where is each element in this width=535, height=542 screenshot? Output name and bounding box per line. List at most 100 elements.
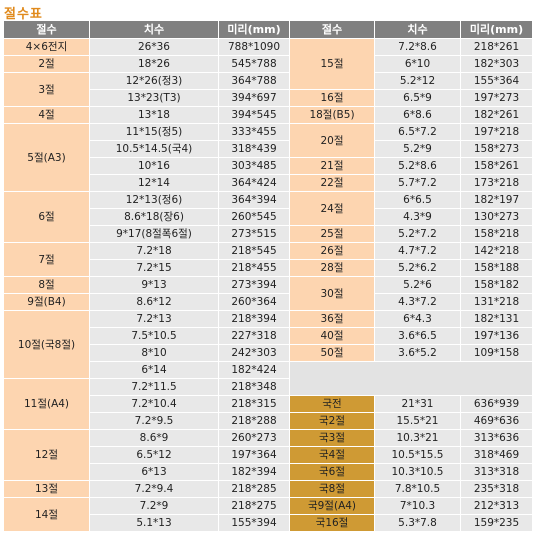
size-mm-cell: 182*394: [219, 464, 289, 480]
size-mm-cell: 636*939: [461, 396, 532, 412]
cut-label: 18절(B5): [290, 107, 374, 123]
size-inch-cell: 6*6.5: [375, 192, 460, 208]
size-inch-cell: 6*13: [90, 464, 218, 480]
size-mm-cell: 313*636: [461, 430, 532, 446]
size-mm-cell: 173*218: [461, 175, 532, 191]
table-row: 13*23(T3) 394*697 16절 6.5*9 197*273: [4, 90, 532, 106]
size-mm-cell: 394*697: [219, 90, 289, 106]
cut-label: 2절: [4, 56, 89, 72]
size-inch-cell: 11*15(정5): [90, 124, 218, 140]
size-inch-cell: 6.5*12: [90, 447, 218, 463]
cut-label: 13절: [4, 481, 89, 497]
cut-label: 36절: [290, 311, 374, 327]
size-mm-cell: 218*455: [219, 260, 289, 276]
size-mm-cell: 218*545: [219, 243, 289, 259]
size-mm-cell: 197*273: [461, 90, 532, 106]
size-mm-cell: 394*545: [219, 107, 289, 123]
size-mm-cell: 318*469: [461, 447, 532, 463]
size-inch-cell: 12*14: [90, 175, 218, 191]
size-mm-cell: 218*348: [219, 379, 289, 395]
size-inch-cell: 5.3*7.8: [375, 515, 460, 531]
table-row: 9절(B4) 8.6*12 260*364 4.3*7.2 131*218: [4, 294, 532, 310]
size-mm-cell: 545*788: [219, 56, 289, 72]
table-row: 10*16 303*485 21절 5.2*8.6 158*261: [4, 158, 532, 174]
table-row: 8.6*18(장6) 260*545 4.3*9 130*273: [4, 209, 532, 225]
table-row: 8*10 242*303 50절 3.6*5.2 109*158: [4, 345, 532, 361]
size-mm-cell: 155*364: [461, 73, 532, 89]
cut-label: 25절: [290, 226, 374, 242]
table-row: 12절 8.6*9 260*273 국3절 10.3*21 313*636: [4, 430, 532, 480]
header-mm: 미리(mm): [219, 21, 289, 38]
size-inch-cell: 7*10.3: [375, 498, 460, 514]
cut-label: 30절: [290, 277, 374, 310]
header-size: 치수: [90, 21, 218, 38]
paper-size-table: 절수 치수 미리(mm) 절수 치수 미리(mm) 4×6전지 26*36 788*…: [3, 20, 533, 532]
cut-label: 4절: [4, 107, 89, 123]
size-inch-cell: 13*18: [90, 107, 218, 123]
cut-label: 28절: [290, 260, 374, 276]
cut-label: 14절: [4, 498, 89, 531]
size-inch-cell: 7.2*15: [90, 260, 218, 276]
header-mm: 미리(mm): [461, 21, 532, 38]
table-body: 4×6전지 26*36 788*1090 15절 7.2*8.6 218*261 2절 18*…: [4, 39, 532, 531]
size-inch-cell: 7.2*9.4: [90, 481, 218, 497]
size-mm-cell: 218*275: [219, 498, 289, 514]
size-inch-cell: 13*23(T3): [90, 90, 218, 106]
size-mm-cell: 364*424: [219, 175, 289, 191]
table-row: 4절 13*18 394*545 18절(B5) 6*8.6 182*261: [4, 107, 532, 123]
size-inch-cell: 7.2*11.5: [90, 379, 218, 395]
size-mm-cell: 130*273: [461, 209, 532, 225]
table-row: 3절 12*26(정3) 364*788 5.2*12 155*364: [4, 73, 532, 106]
kuk-label: 국8절: [290, 481, 374, 497]
cut-label: 10절(국8절): [4, 311, 89, 378]
size-inch-cell: 5.2*6.2: [375, 260, 460, 276]
size-mm-cell: 158*218: [461, 226, 532, 242]
size-mm-cell: 218*261: [461, 39, 532, 55]
size-mm-cell: 109*158: [461, 345, 532, 361]
table-row: 9*17(8절폭6절) 273*515 25절 5.2*7.2 158*218: [4, 226, 532, 242]
size-inch-cell: 18*26: [90, 56, 218, 72]
header-cut-count: 절수: [4, 21, 89, 38]
cut-label: 12절: [4, 430, 89, 480]
size-mm-cell: 212*313: [461, 498, 532, 514]
table-row: 6절 12*13(정6) 364*394 24절 6*6.5 182*197: [4, 192, 532, 242]
cut-label: 20절: [290, 124, 374, 157]
size-inch-cell: 7.2*9: [90, 498, 218, 514]
kuk-label: 국9절(A4): [290, 498, 374, 514]
size-mm-cell: 260*364: [219, 294, 289, 310]
table-row: 13절 7.2*9.4 218*285 국8절 7.8*10.5 235*318: [4, 481, 532, 497]
size-inch-cell: 4.3*9: [375, 209, 460, 225]
size-mm-cell: 273*394: [219, 277, 289, 293]
size-mm-cell: 182*303: [461, 56, 532, 72]
size-mm-cell: 197*136: [461, 328, 532, 344]
size-inch-cell: 7.2*13: [90, 311, 218, 327]
size-inch-cell: 6*8.6: [375, 107, 460, 123]
size-inch-cell: 10.5*14.5(국4): [90, 141, 218, 157]
table-row: 10.5*14.5(국4) 318*439 5.2*9 158*273: [4, 141, 532, 157]
size-inch-cell: 10.5*15.5: [375, 447, 460, 463]
cut-label: 5절(A3): [4, 124, 89, 191]
table-row: 7.2*15 218*455 28절 5.2*6.2 158*188: [4, 260, 532, 276]
cut-label: 22절: [290, 175, 374, 191]
size-mm-cell: 235*318: [461, 481, 532, 497]
size-mm-cell: 242*303: [219, 345, 289, 361]
size-mm-cell: 318*439: [219, 141, 289, 157]
size-inch-cell: 3.6*6.5: [375, 328, 460, 344]
size-inch-cell: 21*31: [375, 396, 460, 412]
size-inch-cell: 7.2*8.6: [375, 39, 460, 55]
cut-label: 40절: [290, 328, 374, 344]
size-inch-cell: 6*4.3: [375, 311, 460, 327]
size-mm-cell: 158*188: [461, 260, 532, 276]
size-inch-cell: 7.5*10.5: [90, 328, 218, 344]
table-row: 7.2*10.4 218*315 국전 21*31 636*939: [4, 396, 532, 412]
size-mm-cell: 333*455: [219, 124, 289, 140]
size-inch-cell: 5.2*8.6: [375, 158, 460, 174]
size-inch-cell: 4.7*7.2: [375, 243, 460, 259]
page-title: 절수표: [4, 7, 43, 22]
size-mm-cell: 303*485: [219, 158, 289, 174]
size-mm-cell: 182*197: [461, 192, 532, 208]
size-mm-cell: 158*261: [461, 158, 532, 174]
size-inch-cell: 9*13: [90, 277, 218, 293]
size-inch-cell: 5.1*13: [90, 515, 218, 531]
